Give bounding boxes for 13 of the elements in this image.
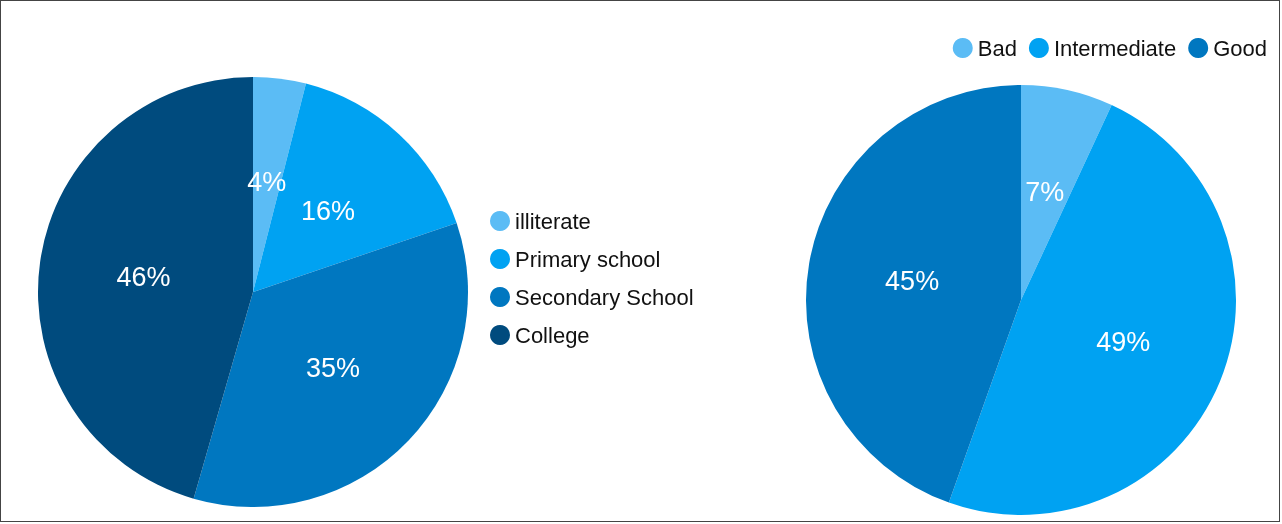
- legend-label: Intermediate: [1053, 35, 1177, 61]
- data-label: 49%: [1096, 326, 1151, 357]
- legend-label: Bad: [977, 35, 1017, 61]
- legend-label: College: [515, 322, 590, 348]
- legend-label: illiterate: [515, 208, 591, 234]
- data-label: 7%: [1025, 177, 1065, 208]
- data-label: 46%: [116, 261, 171, 292]
- legend-label: Good: [1213, 35, 1268, 61]
- legend-label: Primary school: [515, 246, 661, 272]
- data-label: 16%: [301, 195, 356, 226]
- data-label: 45%: [885, 266, 940, 297]
- data-label: 35%: [305, 353, 360, 384]
- legend-label: Secondary School: [515, 284, 694, 310]
